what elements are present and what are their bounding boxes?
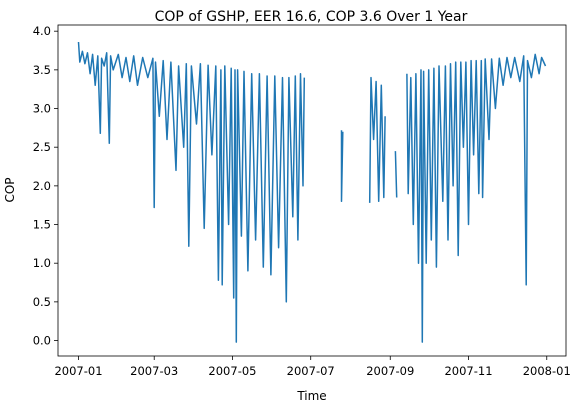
x-tick-label: 2007-09: [366, 364, 414, 378]
y-tick-label: 4.0: [33, 24, 51, 38]
x-tick-label: 2007-07: [287, 364, 335, 378]
plot-frame: [57, 24, 567, 357]
y-axis: 0.0 0.5 1.0 1.5 2.0 2.5 3.0 3.5 4.0: [33, 24, 58, 348]
x-axis-label: Time: [296, 389, 326, 403]
y-tick-label: 3.0: [33, 102, 51, 116]
y-axis-label: COP: [3, 177, 17, 202]
plot-area: [77, 41, 547, 343]
x-tick-label: 2007-11: [444, 364, 492, 378]
y-tick-label: 1.5: [33, 218, 51, 232]
series-line: [77, 41, 547, 343]
y-tick-label: 3.5: [33, 63, 51, 77]
x-axis: 2007-01 2007-03 2007-05 2007-07 2007-09 2007-…: [54, 356, 571, 378]
x-tick-label: 2007-01: [54, 364, 102, 378]
y-tick-label: 1.0: [33, 256, 51, 270]
y-tick-label: 0.5: [33, 295, 51, 309]
x-tick-label: 2008-01: [523, 364, 571, 378]
chart-title: COP of GSHP, EER 16.6, COP 3.6 Over 1 Ye…: [155, 9, 468, 25]
y-tick-label: 2.0: [33, 179, 51, 193]
x-tick-label: 2007-03: [130, 364, 178, 378]
y-tick-label: 2.5: [33, 140, 51, 154]
y-tick-label: 0.0: [33, 334, 51, 348]
x-tick-label: 2007-05: [208, 364, 256, 378]
